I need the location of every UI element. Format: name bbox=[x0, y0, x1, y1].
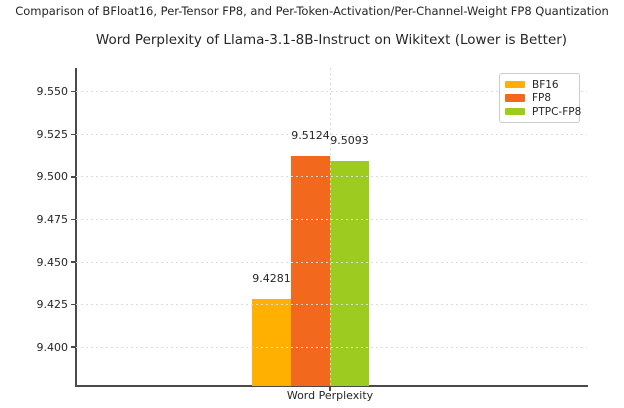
y-tick-label: 9.500 bbox=[36, 170, 69, 184]
y-gridline bbox=[76, 304, 587, 306]
y-tick-label: 9.400 bbox=[36, 340, 69, 354]
legend-item-bf16: BF16 bbox=[505, 78, 573, 91]
y-tick-label: 9.425 bbox=[36, 298, 69, 312]
y-tick-mark bbox=[71, 176, 75, 178]
y-tick-label: 9.525 bbox=[36, 127, 69, 141]
y-tick-mark bbox=[71, 90, 75, 93]
bar-value-label: 9.5124 bbox=[291, 128, 330, 142]
y-tick-label: 9.550 bbox=[36, 85, 69, 99]
legend-item-fp8: FP8 bbox=[505, 92, 573, 105]
bar-ptpc-fp8 bbox=[330, 160, 369, 386]
legend-item-ptpc-fp8: PTPC-FP8 bbox=[505, 105, 581, 118]
y-tick-mark bbox=[71, 133, 75, 135]
legend-swatch bbox=[505, 94, 525, 102]
bar-value-label: 9.5093 bbox=[330, 133, 369, 147]
y-tick-label: 9.475 bbox=[36, 212, 69, 226]
bar-value-label: 9.4281 bbox=[252, 272, 291, 286]
figure-suptitle: Comparison of BFloat16, Per-Tensor FP8, … bbox=[15, 4, 609, 18]
y-gridline bbox=[76, 176, 587, 178]
legend-label: BF16 bbox=[532, 78, 559, 91]
y-axis-spine bbox=[75, 68, 77, 386]
y-tick-mark bbox=[71, 261, 75, 263]
legend-swatch bbox=[505, 107, 525, 116]
legend-swatch bbox=[505, 80, 525, 89]
y-gridline bbox=[76, 91, 587, 93]
x-gridline bbox=[329, 68, 331, 386]
x-tick-label: Word Perplexity bbox=[286, 389, 374, 402]
legend-label: FP8 bbox=[532, 92, 552, 104]
y-gridline bbox=[76, 261, 587, 263]
x-tick-mark bbox=[329, 387, 331, 391]
legend: BF16 FP8 PTPC-FP8 bbox=[499, 73, 581, 123]
y-tick-mark bbox=[71, 303, 75, 306]
y-tick-mark bbox=[71, 346, 75, 348]
bar-fp8 bbox=[291, 155, 330, 386]
y-tick-mark bbox=[71, 218, 75, 221]
legend-label: PTPC-FP8 bbox=[532, 105, 582, 118]
y-gridline bbox=[76, 346, 587, 348]
y-tick-label: 9.450 bbox=[36, 255, 69, 269]
chart-title: Word Perplexity of Llama-3.1-8B-Instruct… bbox=[95, 32, 568, 48]
y-gridline bbox=[76, 218, 587, 220]
y-gridline bbox=[76, 133, 587, 135]
bar-bf16 bbox=[252, 299, 291, 386]
